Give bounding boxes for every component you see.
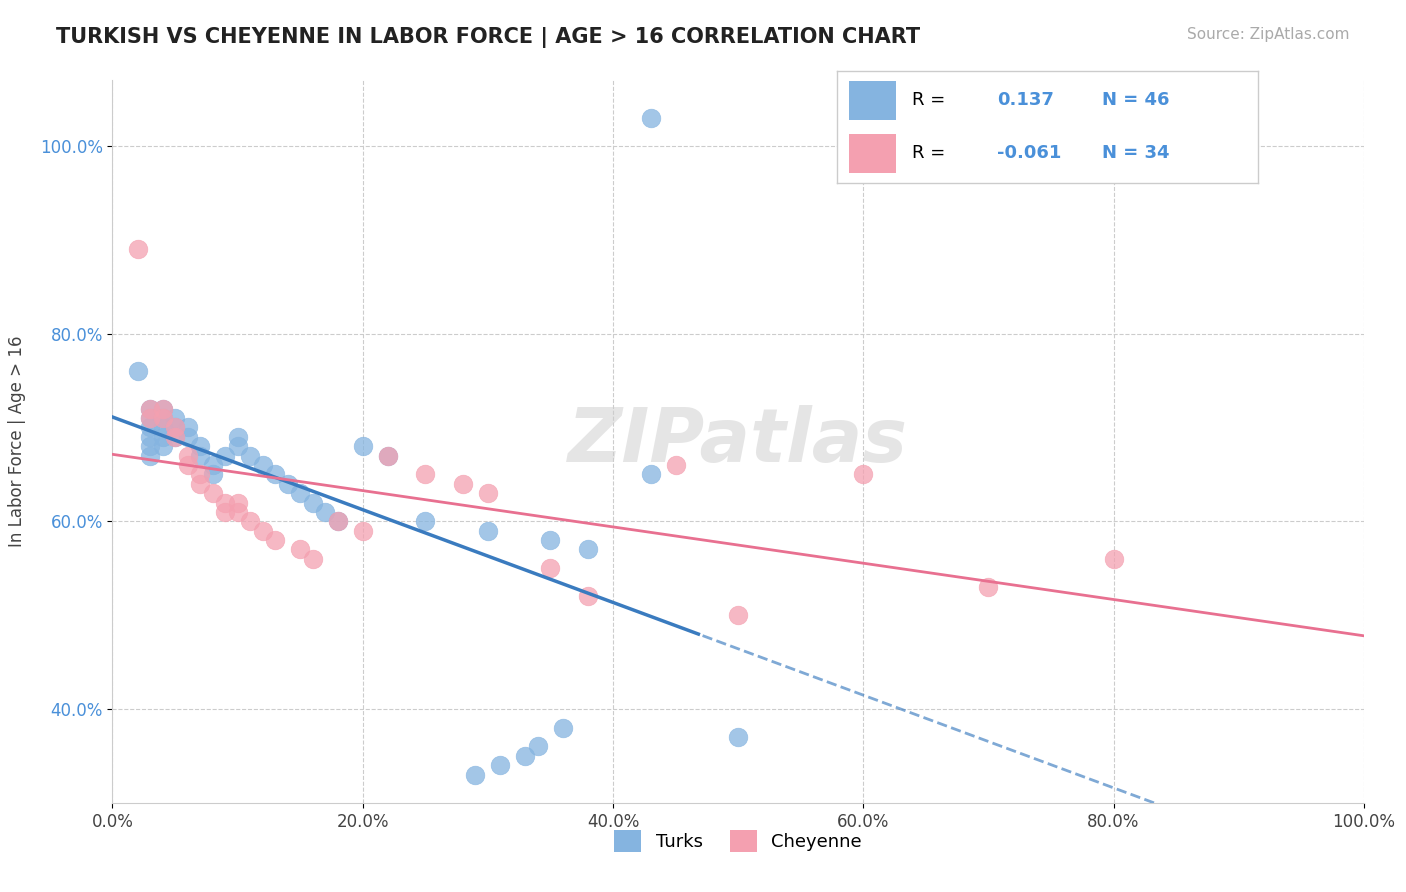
Point	[664, 458, 686, 472]
Point	[977, 580, 1000, 594]
Y-axis label: In Labor Force | Age > 16: In Labor Force | Age > 16	[8, 335, 25, 548]
Point	[139, 411, 162, 425]
Point	[214, 449, 236, 463]
Point	[163, 411, 186, 425]
Point	[252, 524, 274, 538]
Point	[314, 505, 336, 519]
Text: 0.137: 0.137	[997, 91, 1053, 110]
Point	[377, 449, 399, 463]
Point	[139, 439, 162, 453]
Point	[176, 458, 198, 472]
Point	[477, 524, 499, 538]
Point	[152, 401, 174, 416]
Point	[127, 364, 149, 378]
FancyBboxPatch shape	[849, 134, 896, 173]
Point	[152, 411, 174, 425]
Point	[301, 551, 323, 566]
Text: TURKISH VS CHEYENNE IN LABOR FORCE | AGE > 16 CORRELATION CHART: TURKISH VS CHEYENNE IN LABOR FORCE | AGE…	[56, 27, 921, 48]
Point	[464, 767, 486, 781]
Point	[139, 411, 162, 425]
Point	[201, 458, 224, 472]
Point	[139, 401, 162, 416]
Point	[352, 439, 374, 453]
Point	[290, 542, 312, 557]
Point	[139, 401, 162, 416]
Point	[290, 486, 312, 500]
Point	[214, 495, 236, 509]
Point	[201, 467, 224, 482]
Point	[576, 542, 599, 557]
Point	[538, 533, 561, 547]
Point	[527, 739, 550, 754]
Point	[239, 514, 262, 528]
Point	[139, 420, 162, 434]
Point	[727, 730, 749, 744]
Point	[515, 748, 537, 763]
Point	[163, 420, 186, 434]
Point	[152, 411, 174, 425]
Point	[489, 758, 512, 772]
Point	[640, 111, 662, 125]
Point	[188, 449, 211, 463]
Point	[188, 467, 211, 482]
Point	[264, 467, 287, 482]
Point	[852, 467, 875, 482]
Point	[226, 495, 249, 509]
Point	[201, 486, 224, 500]
Point	[152, 439, 174, 453]
Point	[226, 430, 249, 444]
Point	[226, 505, 249, 519]
Point	[226, 439, 249, 453]
Point	[176, 430, 198, 444]
Text: R =: R =	[912, 144, 952, 161]
Point	[352, 524, 374, 538]
Point	[152, 401, 174, 416]
Point	[576, 590, 599, 604]
Point	[413, 467, 436, 482]
Point	[413, 514, 436, 528]
Text: Source: ZipAtlas.com: Source: ZipAtlas.com	[1187, 27, 1350, 42]
Point	[176, 420, 198, 434]
Point	[152, 430, 174, 444]
Point	[239, 449, 262, 463]
Text: ZIPatlas: ZIPatlas	[568, 405, 908, 478]
Point	[326, 514, 349, 528]
Point	[214, 505, 236, 519]
Point	[139, 430, 162, 444]
Text: N = 34: N = 34	[1102, 144, 1170, 161]
Point	[188, 476, 211, 491]
FancyBboxPatch shape	[849, 81, 896, 120]
Point	[176, 449, 198, 463]
Legend: Turks, Cheyenne: Turks, Cheyenne	[607, 822, 869, 859]
Point	[538, 561, 561, 575]
Point	[451, 476, 474, 491]
Point	[127, 242, 149, 256]
Point	[1102, 551, 1125, 566]
Point	[301, 495, 323, 509]
Point	[477, 486, 499, 500]
Point	[277, 476, 299, 491]
Point	[152, 420, 174, 434]
Point	[377, 449, 399, 463]
Text: N = 46: N = 46	[1102, 91, 1170, 110]
Point	[326, 514, 349, 528]
Point	[139, 449, 162, 463]
Point	[163, 420, 186, 434]
Text: R =: R =	[912, 91, 952, 110]
Text: -0.061: -0.061	[997, 144, 1062, 161]
Point	[252, 458, 274, 472]
Point	[551, 721, 574, 735]
Point	[727, 608, 749, 623]
Point	[640, 467, 662, 482]
Point	[188, 439, 211, 453]
Point	[264, 533, 287, 547]
Point	[163, 430, 186, 444]
Point	[163, 430, 186, 444]
